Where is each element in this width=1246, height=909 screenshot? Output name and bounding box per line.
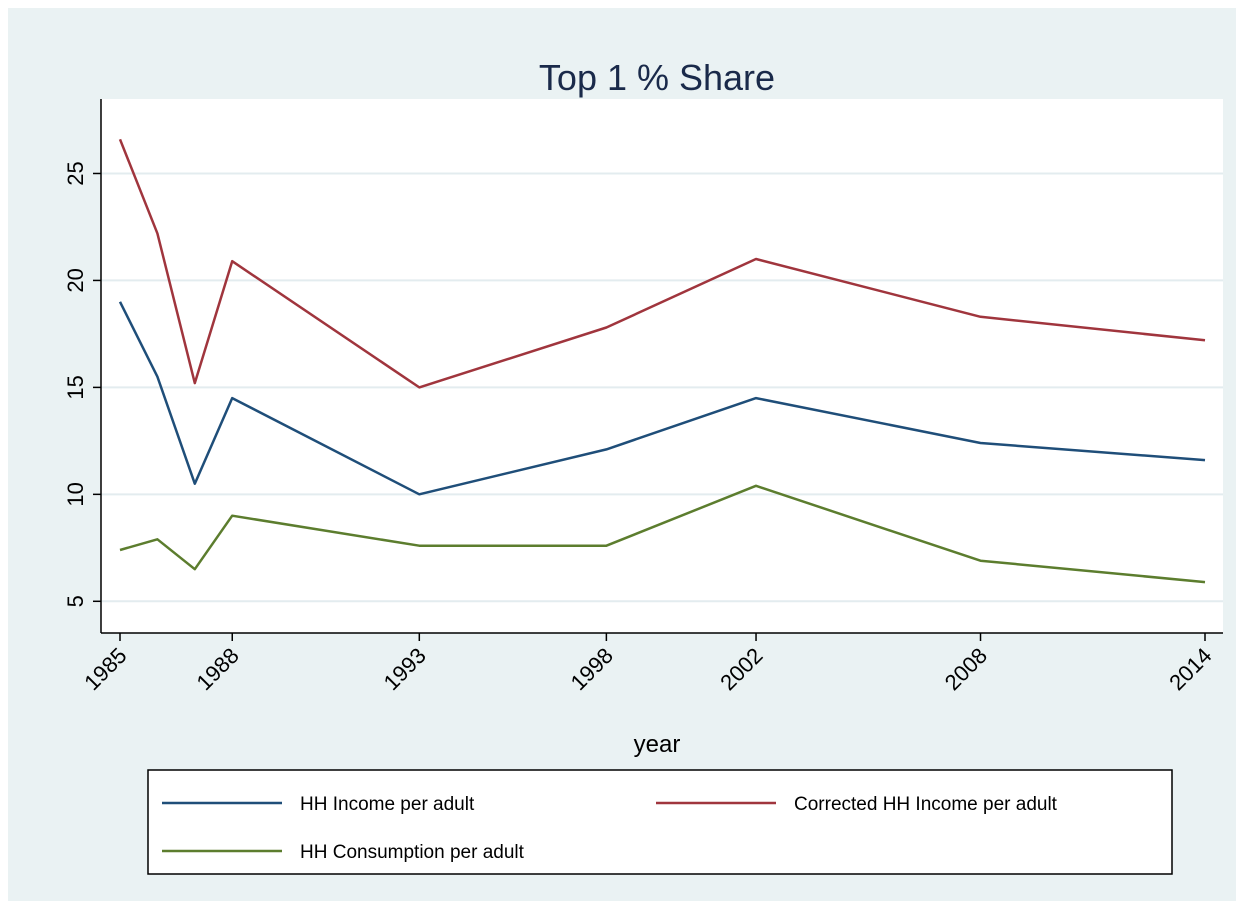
y-tick-label-25: 25 [63,161,88,185]
series-lines [118,138,1206,584]
y-tick-label-5: 5 [63,595,88,607]
legend-label-1: Corrected HH Income per adult [794,794,1058,815]
legend: HH Income per adult Corrected HH Income p… [147,769,1173,875]
chart-title: Top 1 % Share [539,57,775,98]
line-chart: Top 1 % Share 5 10 15 20 25 1985 1988 1993 1998 2… [63,57,1223,875]
y-tick-label-15: 15 [63,375,88,399]
series-line-1 [118,138,1206,389]
x-tick-label-2008: 2008 [940,643,992,695]
x-tick-label-2002: 2002 [715,643,767,695]
legend-box [147,769,1173,875]
chart-frame: Top 1 % Share 5 10 15 20 25 1985 1988 1993 1998 2… [8,8,1236,901]
x-tick-label-1985: 1985 [79,643,131,695]
legend-label-2: HH Consumption per adult [300,842,525,863]
series-line-0 [118,301,1206,496]
legend-label-0: HH Income per adult [300,794,475,815]
x-tick-label-1993: 1993 [379,643,431,695]
x-tick-label-1998: 1998 [566,643,618,695]
plot-area [101,99,1223,633]
x-tick-label-2014: 2014 [1164,643,1216,695]
grid-lines [101,172,1223,603]
x-axis-title: year [634,731,681,758]
series-line-2 [119,484,1206,584]
y-tick-label-20: 20 [63,268,88,292]
y-tick-label-10: 10 [63,482,88,506]
x-tick-label-1988: 1988 [191,643,243,695]
